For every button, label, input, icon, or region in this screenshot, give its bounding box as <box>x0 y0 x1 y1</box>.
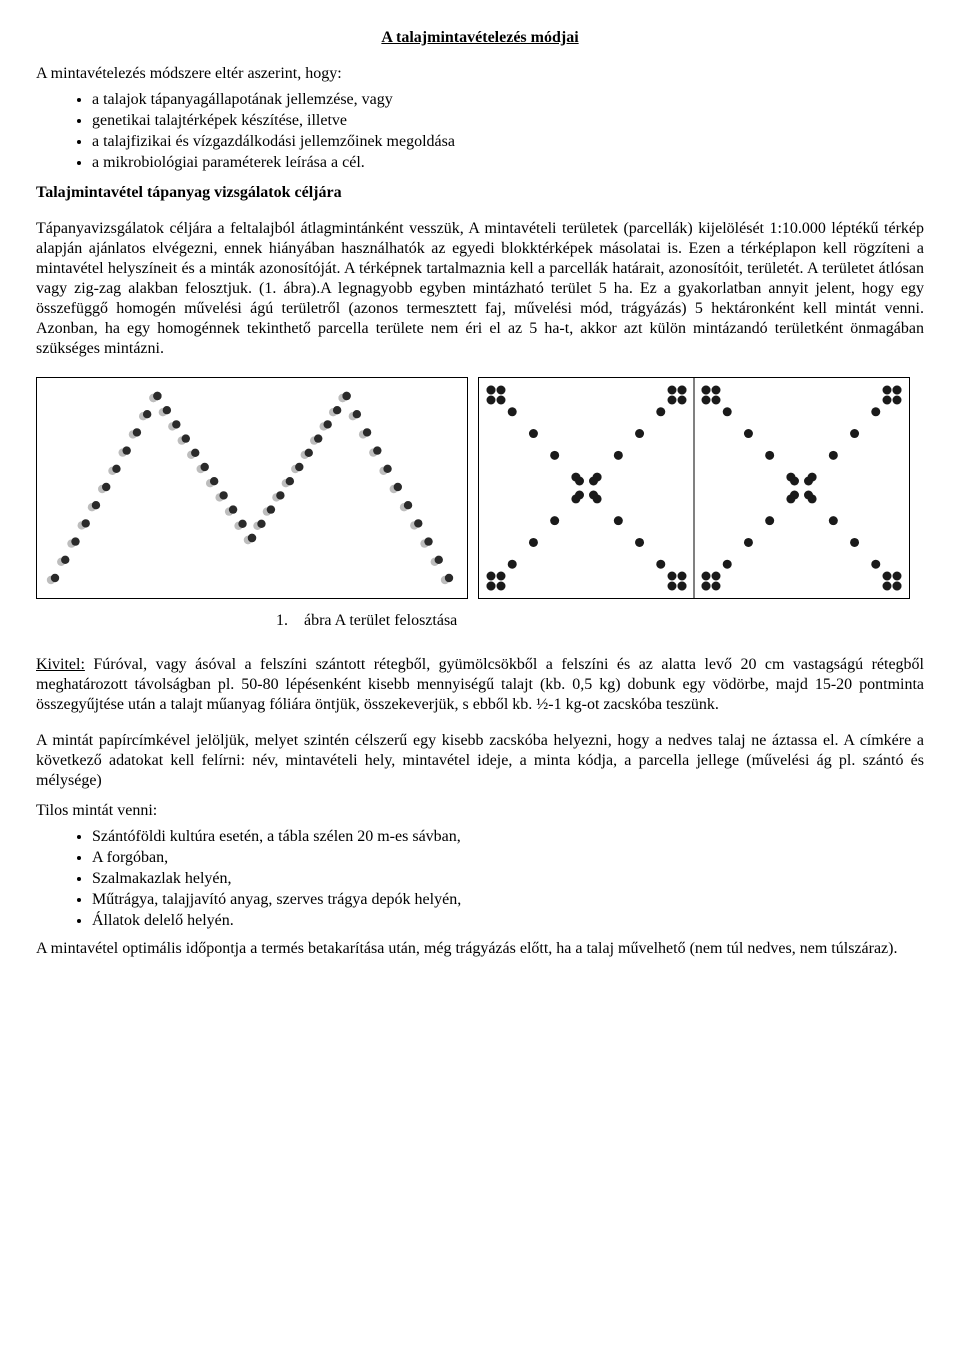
tilos-tail: A mintavétel optimális időpontja a termé… <box>36 939 924 959</box>
page-title: A talajmintavételezés módjai <box>36 28 924 48</box>
figure-caption: 1. ábra A terület felosztása <box>36 611 924 631</box>
figure-cross <box>478 377 910 599</box>
list-item: Szalmakazlak helyén, <box>92 869 924 889</box>
section1-body: Tápanyavizsgálatok céljára a feltalajból… <box>36 219 924 359</box>
list-item: Állatok delelő helyén. <box>92 911 924 931</box>
list-item: Szántóföldi kultúra esetén, a tábla szél… <box>92 827 924 847</box>
kivitel-body: Fúróval, vagy ásóval a felszíni szántott… <box>36 656 924 713</box>
list-item: a talajfizikai és vízgazdálkodási jellem… <box>92 132 924 152</box>
kivitel-label: Kivitel: <box>36 656 85 673</box>
figure-zigzag <box>36 377 468 599</box>
intro-lead: A mintavételezés módszere eltér aszerint… <box>36 64 924 84</box>
list-item: genetikai talajtérképek készítése, illet… <box>92 111 924 131</box>
kivitel-para: Kivitel: Fúróval, vagy ásóval a felszíni… <box>36 655 924 715</box>
list-item: A forgóban, <box>92 848 924 868</box>
list-item: a mikrobiológiai paraméterek leírása a c… <box>92 153 924 173</box>
caption-number: 1. <box>276 612 288 629</box>
list-item: Műtrágya, talajjavító anyag, szerves trá… <box>92 890 924 910</box>
figure-row <box>36 377 924 599</box>
tilos-lead: Tilos mintát venni: <box>36 801 924 821</box>
section-heading: Talajmintavétel tápanyag vizsgálatok cél… <box>36 183 924 203</box>
kivitel-para2: A mintát papírcímkével jelöljük, melyet … <box>36 731 924 791</box>
tilos-bullets: Szántóföldi kultúra esetén, a tábla szél… <box>36 827 924 931</box>
caption-text: ábra A terület felosztása <box>304 612 457 629</box>
intro-bullets: a talajok tápanyagállapotának jellemzése… <box>36 90 924 173</box>
list-item: a talajok tápanyagállapotának jellemzése… <box>92 90 924 110</box>
